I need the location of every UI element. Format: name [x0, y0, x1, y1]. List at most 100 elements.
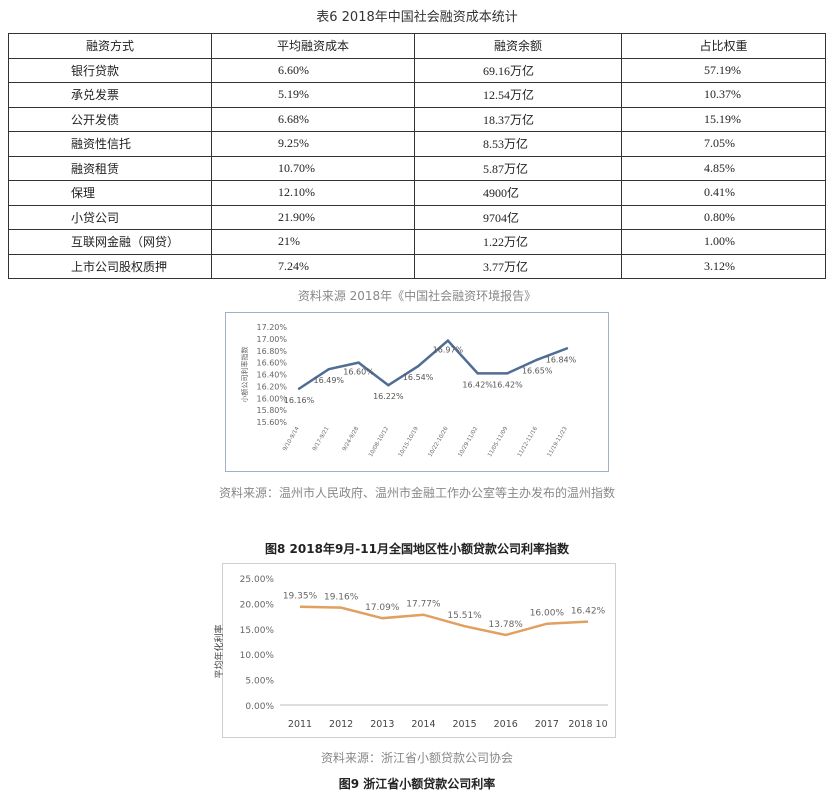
table-title: 表6 2018年中国社会融资成本统计 [316, 10, 518, 25]
y-tick-label: 16.40% [256, 371, 287, 380]
table-row: 小贷公司 21.90% 9704亿 0.80% [8, 204, 826, 230]
table-cell: 7.05% [621, 131, 826, 157]
x-tick-label: 2016 [494, 719, 518, 730]
table-cell: 5.19% [211, 82, 415, 108]
table-header-row: 融资方式 平均融资成本 融资余额 占比权重 [8, 33, 826, 59]
table-cell: 9704亿 [414, 204, 622, 230]
x-tick-label: 2017 [535, 719, 559, 730]
data-label: 16.00% [530, 609, 565, 619]
data-label: 16.54% [403, 373, 434, 382]
wenzhou-rate-chart: 小额公司利率指数 15.60% 15.80% 16.00% 16.20% 16.40% 16… [240, 323, 577, 459]
y-tick-label: 15.80% [256, 406, 287, 415]
data-point [416, 364, 420, 368]
x-tick-label: 10/15-10/19 [398, 426, 420, 459]
table-cell: 银行贷款 [8, 57, 212, 83]
y-tick-label: 25.00% [240, 575, 275, 585]
y-tick-label: 5.00% [245, 677, 274, 687]
data-label: 16.49% [314, 376, 345, 385]
table-cell: 10.37% [621, 82, 826, 108]
data-point [357, 361, 360, 364]
table-cell: 融资性信托 [8, 131, 212, 157]
chart-source-note: 资料来源：浙江省小额贷款公司协会 [320, 751, 513, 765]
table-cell: 0.80% [621, 204, 826, 230]
chart-frame [222, 563, 616, 738]
column-header: 平均融资成本 [211, 33, 415, 59]
data-label: 16.84% [546, 355, 577, 364]
table-row: 银行贷款 6.60% 69.16万亿 57.19% [8, 57, 826, 83]
table-cell: 1.22万亿 [414, 229, 622, 255]
data-point [536, 358, 539, 361]
zhejiang-rate-chart: 平均年化利率 0.00% 5.00% 10.00% 15.00% 20.00% 25.00%… [213, 575, 608, 730]
column-header: 融资余额 [414, 33, 622, 59]
data-point [476, 372, 479, 375]
table-cell: 12.10% [211, 180, 415, 206]
data-label: 16.42% [571, 607, 606, 617]
column-header: 占比权重 [621, 33, 826, 59]
x-tick-label: 10/22-10/26 [428, 426, 450, 459]
data-point [565, 347, 569, 350]
x-tick-label: 2018 10 [568, 719, 607, 730]
x-tick-label: 11/19-11/23 [547, 426, 569, 459]
y-tick-label: 16.20% [256, 382, 287, 391]
table-cell: 15.19% [621, 106, 826, 132]
table-cell: 融资租赁 [8, 155, 212, 181]
table-source-note: 资料来源 2018年《中国社会融资环境报告》 [297, 289, 537, 303]
data-point [506, 372, 509, 375]
data-label: 16.42% [462, 380, 493, 389]
table-cell: 21.90% [211, 204, 415, 230]
table-row: 公开发债 6.68% 18.37万亿 15.19% [8, 106, 826, 132]
data-label: 16.42% [492, 380, 523, 389]
table-cell: 保理 [8, 180, 212, 206]
data-label: 16.16% [284, 396, 315, 405]
x-tick-label: 10/29-11/02 [457, 426, 479, 458]
y-tick-label: 16.80% [256, 347, 287, 356]
y-tick-label: 15.60% [256, 418, 287, 427]
data-label: 17.77% [406, 600, 441, 610]
table-cell: 12.54万亿 [414, 82, 622, 108]
series-line [298, 338, 568, 390]
data-label: 15.51% [447, 611, 482, 621]
data-point [297, 387, 301, 390]
table-cell: 10.70% [211, 155, 415, 181]
x-tick-label: 11/05-11/09 [487, 426, 509, 459]
data-point [446, 339, 450, 342]
table-row: 承兑发票 5.19% 12.54万亿 10.37% [8, 82, 826, 108]
table-cell: 上市公司股权质押 [8, 253, 212, 279]
data-label: 16.97% [433, 346, 464, 355]
figure-caption: 图8 2018年9月-11月全国地区性小额贷款公司利率指数 [265, 542, 569, 556]
table-cell: 8.53万亿 [414, 131, 622, 157]
table-row: 融资租赁 10.70% 5.87万亿 4.85% [8, 155, 826, 181]
data-point [387, 383, 390, 387]
data-label: 19.16% [324, 593, 359, 603]
x-tick-label: 2013 [370, 719, 394, 730]
y-tick-label: 16.60% [256, 359, 287, 368]
y-tick-label: 17.20% [256, 323, 287, 332]
table-cell: 4.85% [621, 155, 826, 181]
x-tick-label: 2014 [411, 719, 435, 730]
table-cell: 承兑发票 [8, 82, 212, 108]
data-label: 13.78% [489, 620, 524, 630]
table-cell: 57.19% [621, 57, 826, 83]
x-tick-label: 9/10-9/14 [282, 426, 301, 453]
x-tick-label: 9/24-9/28 [342, 426, 361, 453]
table-cell: 7.24% [211, 253, 415, 279]
table-cell: 9.25% [211, 131, 415, 157]
table-cell: 18.37万亿 [414, 106, 622, 132]
table-cell: 3.77万亿 [414, 253, 622, 279]
y-tick-label: 10.00% [240, 651, 275, 661]
x-tick-label: 2012 [329, 719, 353, 730]
financing-cost-table: 融资方式 平均融资成本 融资余额 占比权重 银行贷款 6.60% 69.16万亿 57… [8, 33, 826, 279]
column-header: 融资方式 [8, 33, 212, 59]
data-label: 16.22% [373, 392, 404, 401]
table-cell: 21% [211, 229, 415, 255]
data-label: 17.09% [365, 603, 400, 613]
data-label: 16.65% [522, 367, 553, 376]
table-row: 保理 12.10% 4900亿 0.41% [8, 180, 826, 206]
table-row: 融资性信托 9.25% 8.53万亿 7.05% [8, 131, 826, 157]
table-cell: 0.41% [621, 180, 826, 206]
figure-caption: 图9 浙江省小额贷款公司利率 [338, 777, 496, 791]
data-label: 16.60% [343, 368, 374, 377]
table-cell: 公开发债 [8, 106, 212, 132]
table-cell: 3.12% [621, 253, 826, 279]
table-cell: 6.68% [211, 106, 415, 132]
